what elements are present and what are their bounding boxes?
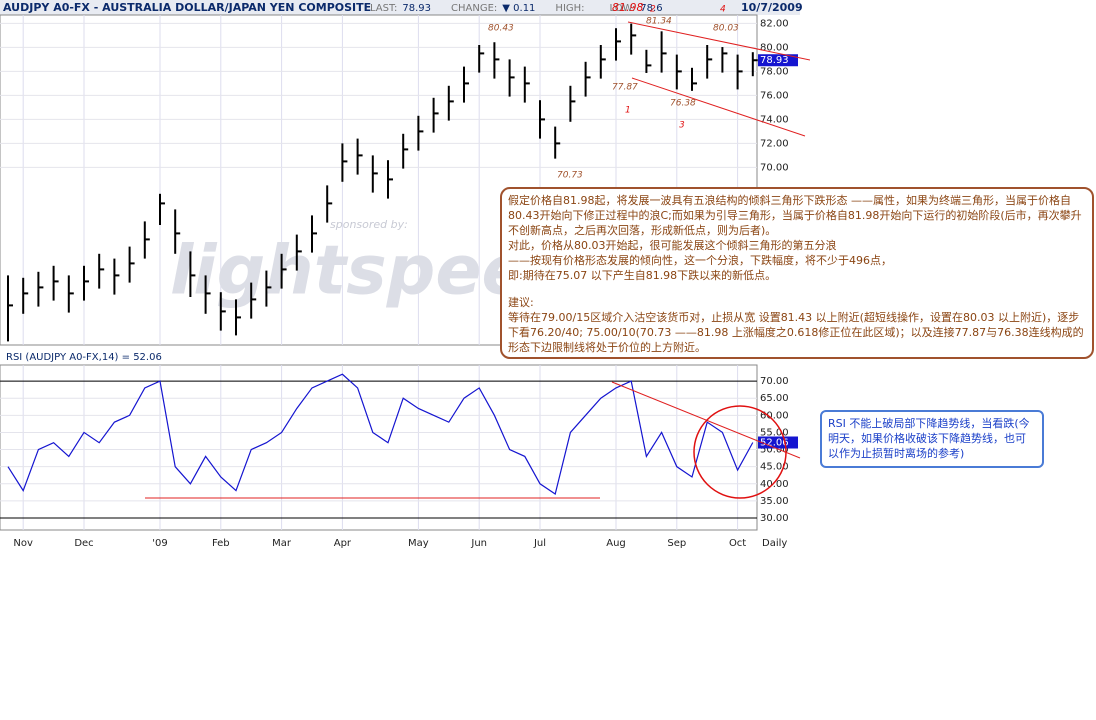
x-tick-label: Jun bbox=[470, 538, 487, 549]
y-tick-label: 30.00 bbox=[760, 513, 789, 524]
date: 10/7/2009 bbox=[741, 1, 803, 14]
trend-line bbox=[631, 77, 806, 137]
rsi-line bbox=[7, 373, 754, 496]
stat-value: ▼ 0.11 bbox=[502, 3, 535, 14]
stat-label: LAST: bbox=[370, 3, 397, 14]
price-frame bbox=[0, 14, 758, 346]
y-tick-label: 35.00 bbox=[760, 496, 789, 507]
x-tick-label: '09 bbox=[152, 538, 167, 549]
watermark: sponsored by: bbox=[330, 218, 408, 231]
chart-title: AUDJPY A0-FX - AUSTRALIA DOLLAR/JAPAN YE… bbox=[3, 1, 371, 14]
comment-paragraph: 假定价格自81.98起，将发展一波具有五浪结构的倾斜三角形下跌形态 ——属性，如… bbox=[508, 194, 1082, 237]
header-bar bbox=[0, 0, 800, 15]
comment-paragraph: 对此，价格从80.03开始起，很可能发展这个倾斜三角形的第五分浪 bbox=[508, 239, 837, 252]
stat-label: LOW: bbox=[610, 3, 636, 14]
y-tick-label: 50.00 bbox=[760, 445, 789, 456]
wave-annotation: 1 bbox=[625, 106, 631, 116]
wave-annotation: 80.43 bbox=[488, 24, 514, 34]
x-tick-label: Oct bbox=[729, 538, 746, 549]
x-tick-label: Aug bbox=[606, 538, 626, 549]
y-tick-label: 45.00 bbox=[760, 462, 789, 473]
wave-annotation: 70.73 bbox=[557, 171, 583, 181]
y-tick-label: 82.00 bbox=[760, 18, 789, 29]
last-value-box bbox=[758, 54, 798, 67]
wave-annotation: 77.87 bbox=[612, 83, 638, 93]
x-note: Daily bbox=[762, 538, 787, 549]
stat-value: 78.93 bbox=[402, 3, 431, 14]
y-tick-label: 70.00 bbox=[760, 376, 789, 387]
stat-label: HIGH: bbox=[555, 3, 584, 14]
rsi-title: RSI (AUDJPY A0-FX,14) = 52.06 bbox=[6, 352, 162, 363]
stat-value: 78.6 bbox=[640, 3, 662, 14]
highlight-circle bbox=[693, 405, 787, 499]
x-tick-label: Apr bbox=[334, 538, 352, 549]
chart: AUDJPY A0-FX - AUSTRALIA DOLLAR/JAPAN YE… bbox=[0, 0, 810, 549]
comment-paragraph: ——按现有价格形态发展的倾向性，这一个分浪，下跌幅度，将不少于496点， bbox=[508, 254, 892, 267]
x-tick-label: Sep bbox=[667, 538, 686, 549]
x-tick-label: Mar bbox=[272, 538, 292, 549]
wave-annotation: 2 bbox=[650, 5, 656, 15]
x-tick-label: Dec bbox=[74, 538, 93, 549]
y-tick-label: 40.00 bbox=[760, 479, 789, 490]
trend-line bbox=[627, 21, 810, 61]
comment-box: 假定价格自81.98起，将发展一波具有五浪结构的倾斜三角形下跌形态 ——属性，如… bbox=[500, 187, 1094, 359]
last-value-label: 78.93 bbox=[760, 55, 789, 66]
wave-annotation: 4 bbox=[720, 5, 726, 15]
y-tick-label: 65.00 bbox=[760, 393, 789, 404]
stat-label: CHANGE: bbox=[451, 3, 497, 14]
last-value-label: 52.06 bbox=[760, 438, 789, 449]
comment-paragraph: 即:期待在75.07 以下产生自81.98下跌以来的新低点。 bbox=[508, 269, 777, 282]
wave-annotation: 81.34 bbox=[646, 17, 672, 27]
wave-annotation: 80.03 bbox=[713, 24, 739, 34]
y-tick-label: 70.00 bbox=[760, 162, 789, 173]
comment-paragraph: 建议: bbox=[508, 296, 534, 309]
y-tick-label: 55.00 bbox=[760, 427, 789, 438]
y-tick-label: 78.00 bbox=[760, 66, 789, 77]
y-tick-label: 74.00 bbox=[760, 114, 789, 125]
x-tick-label: Nov bbox=[13, 538, 33, 549]
y-tick-label: 80.00 bbox=[760, 42, 789, 53]
y-tick-label: 60.00 bbox=[760, 410, 789, 421]
comment-paragraph: 等待在79.00/15区域介入沽空该货币对，止损从宽 设置81.43 以上附近(… bbox=[508, 311, 1084, 354]
x-tick-label: Feb bbox=[212, 538, 230, 549]
y-tick-label: 72.00 bbox=[760, 138, 789, 149]
y-tick-label: 76.00 bbox=[760, 90, 789, 101]
wave-annotation: 3 bbox=[679, 121, 685, 131]
x-tick-label: Jul bbox=[533, 538, 546, 549]
wave-annotation: 81.98 bbox=[612, 1, 644, 14]
rsi-frame bbox=[0, 364, 758, 531]
wave-annotation: 76.38 bbox=[670, 99, 696, 109]
rsi-note: RSI 不能上破局部下降趋势线，当看跌(今明天，如果价格收破该下降趋势线，也可以… bbox=[820, 410, 1044, 468]
x-tick-label: May bbox=[408, 538, 429, 549]
